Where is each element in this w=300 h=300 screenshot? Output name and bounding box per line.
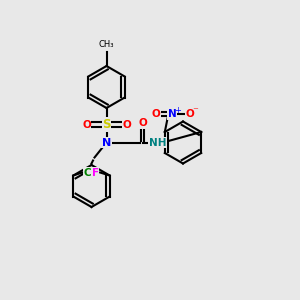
Text: O: O bbox=[82, 119, 91, 130]
Text: N: N bbox=[102, 137, 111, 148]
Text: O: O bbox=[152, 109, 160, 119]
Text: O: O bbox=[138, 118, 147, 128]
Text: O: O bbox=[122, 119, 131, 130]
Text: S: S bbox=[102, 118, 111, 131]
Text: Cl: Cl bbox=[83, 167, 94, 178]
Text: +: + bbox=[174, 106, 181, 115]
Text: O: O bbox=[185, 109, 194, 119]
Text: CH₃: CH₃ bbox=[99, 40, 114, 49]
Text: F: F bbox=[92, 167, 99, 178]
Text: N: N bbox=[168, 109, 177, 119]
Text: ⁻: ⁻ bbox=[192, 106, 198, 116]
Text: NH: NH bbox=[149, 137, 166, 148]
